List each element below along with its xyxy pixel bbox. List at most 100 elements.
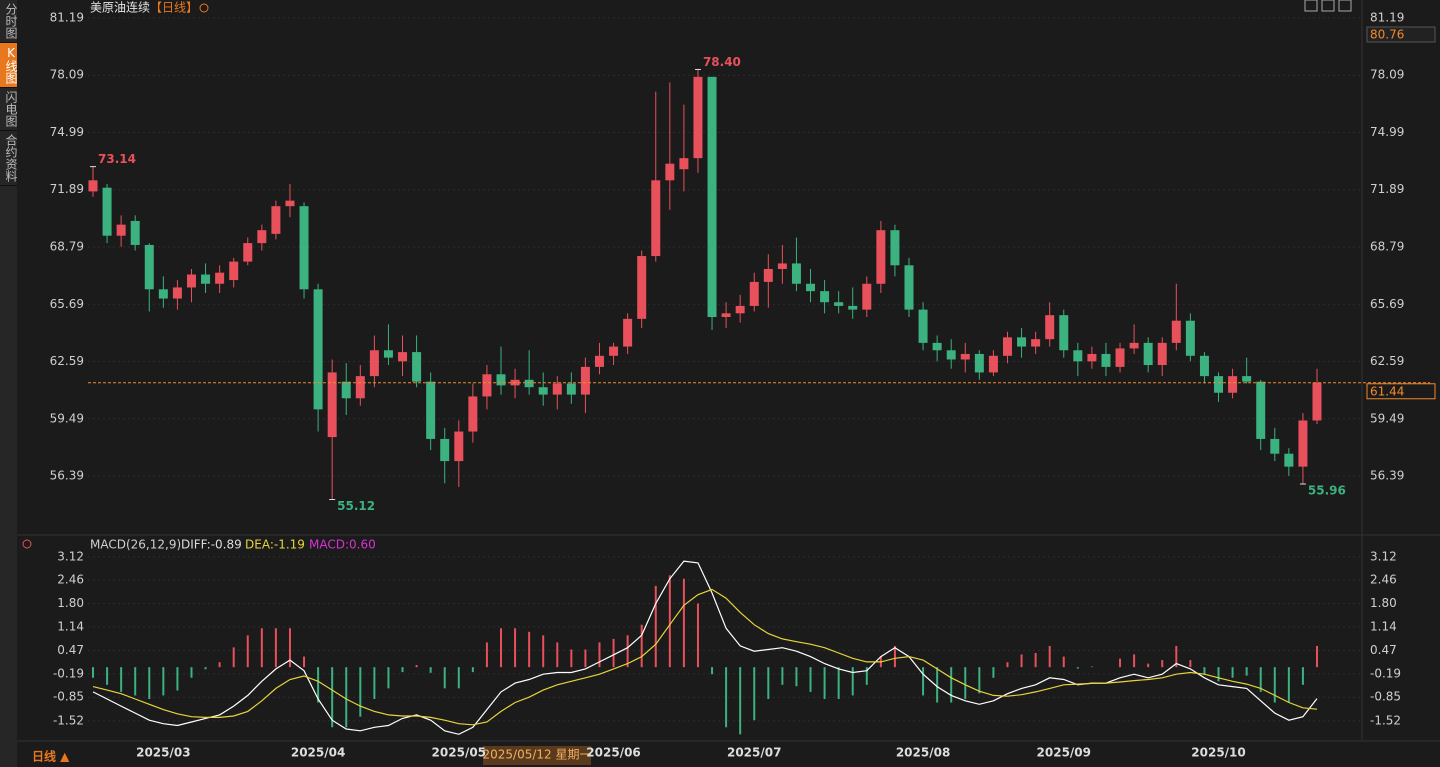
y-tick-label: 0.47	[57, 643, 84, 657]
y-tick-label: 1.80	[57, 596, 84, 610]
y-tick-label: 81.19	[50, 10, 84, 24]
candle-body	[707, 76, 717, 318]
candle-body	[1045, 315, 1055, 340]
extreme-label: 78.40	[703, 55, 741, 69]
candle-body	[960, 353, 970, 360]
sidebar-tab[interactable]: 闪电图	[0, 88, 18, 131]
period-label[interactable]: 日线 ▲	[32, 749, 70, 764]
last-price-label: 61.44	[1370, 384, 1404, 398]
settings-icon[interactable]	[199, 3, 209, 13]
y-tick-label: 71.89	[1370, 182, 1404, 196]
indicator-icon[interactable]	[22, 539, 32, 549]
candle-body	[974, 353, 984, 373]
y-tick-label: 68.79	[50, 239, 84, 253]
x-tick-label: 2025/09	[1037, 746, 1091, 760]
candle-body	[580, 366, 590, 395]
candle-body	[215, 272, 225, 284]
y-tick-label: 78.09	[1370, 68, 1404, 82]
candle-body	[102, 187, 112, 236]
x-tick-label: 2025/05	[432, 746, 486, 760]
candle-body	[524, 379, 534, 388]
candle-body	[426, 381, 436, 439]
chart-title: 美原油连续	[90, 0, 150, 15]
candle-body	[1284, 453, 1294, 467]
candle-body	[1199, 355, 1209, 377]
crosshair-date: 2025/05/12 星期一	[483, 748, 592, 762]
candle-body	[848, 305, 858, 310]
candle-body	[454, 431, 464, 462]
candle-body	[1312, 382, 1322, 421]
y-tick-label: 56.39	[1370, 469, 1404, 483]
sidebar: 分时图 K线图 闪电图 合约资料	[0, 0, 18, 767]
last-price-box	[1366, 383, 1436, 400]
candle-body	[1171, 320, 1181, 343]
y-tick-label: -1.52	[1370, 713, 1401, 727]
y-tick-label: 59.49	[50, 411, 84, 425]
candle-body	[1228, 376, 1238, 393]
candle-body	[313, 289, 323, 410]
candle-body	[609, 346, 619, 356]
candle-body	[904, 265, 914, 310]
candle-body	[932, 342, 942, 351]
extreme-label: 55.12	[337, 499, 375, 513]
candle-body	[496, 374, 506, 386]
x-tick-label: 2025/08	[896, 746, 950, 760]
y-tick-label: 74.99	[1370, 125, 1404, 139]
candle-body	[651, 180, 661, 257]
candle-body	[285, 200, 295, 207]
y-tick-label: 3.12	[1370, 549, 1397, 563]
candle-body	[172, 287, 182, 299]
candle-body	[1143, 342, 1153, 366]
tool-icon[interactable]	[1321, 0, 1335, 12]
y-tick-label: 68.79	[1370, 239, 1404, 253]
candle-body	[116, 224, 126, 236]
candle-body	[1185, 320, 1195, 356]
y-tick-label: 62.59	[1370, 354, 1404, 368]
y-tick-label: 1.14	[57, 619, 84, 633]
candle-body	[735, 305, 745, 314]
y-tick-label: 62.59	[50, 354, 84, 368]
extreme-label: 55.96	[1308, 484, 1346, 498]
candle-body	[1256, 381, 1266, 439]
tool-icon[interactable]	[1304, 0, 1318, 12]
y-tick-label: -1.52	[53, 713, 84, 727]
candle-body	[693, 76, 703, 159]
candle-body	[777, 263, 787, 269]
candle-body	[468, 396, 478, 432]
candle-body	[383, 350, 393, 358]
candle-body	[369, 350, 379, 377]
candle-body	[566, 383, 576, 395]
candle-body	[271, 206, 281, 234]
y-tick-label: 2.46	[57, 573, 84, 587]
sidebar-tab[interactable]: 分时图	[0, 0, 18, 43]
x-tick-label: 2025/10	[1191, 746, 1245, 760]
candle-body	[229, 261, 239, 281]
candle-body	[257, 230, 267, 244]
sidebar-tab[interactable]: K线图	[0, 43, 18, 88]
candle-body	[1101, 353, 1111, 367]
candle-body	[482, 374, 492, 397]
y-tick-label: 65.69	[50, 297, 84, 311]
macd-title: MACD(26,12,9)	[90, 538, 181, 552]
candle-body	[327, 372, 337, 438]
candle-body	[158, 289, 168, 299]
candle-body	[1073, 350, 1083, 362]
candle-body	[398, 352, 408, 362]
y-tick-label: 1.14	[1370, 619, 1397, 633]
candle-body	[918, 309, 928, 343]
candle-body	[440, 438, 450, 462]
y-tick-label: 78.09	[50, 68, 84, 82]
candle-body	[1129, 342, 1139, 349]
candle-body	[1214, 376, 1224, 393]
candle-body	[299, 206, 309, 290]
candle-body	[890, 230, 900, 266]
macd-line	[92, 588, 1318, 726]
y-tick-label: 74.99	[50, 125, 84, 139]
tool-icon[interactable]	[1338, 0, 1352, 12]
x-tick-label: 2025/04	[291, 746, 345, 760]
candle-body	[1157, 342, 1167, 366]
sidebar-tab[interactable]: 合约资料	[0, 131, 18, 186]
candle-body	[946, 350, 956, 360]
